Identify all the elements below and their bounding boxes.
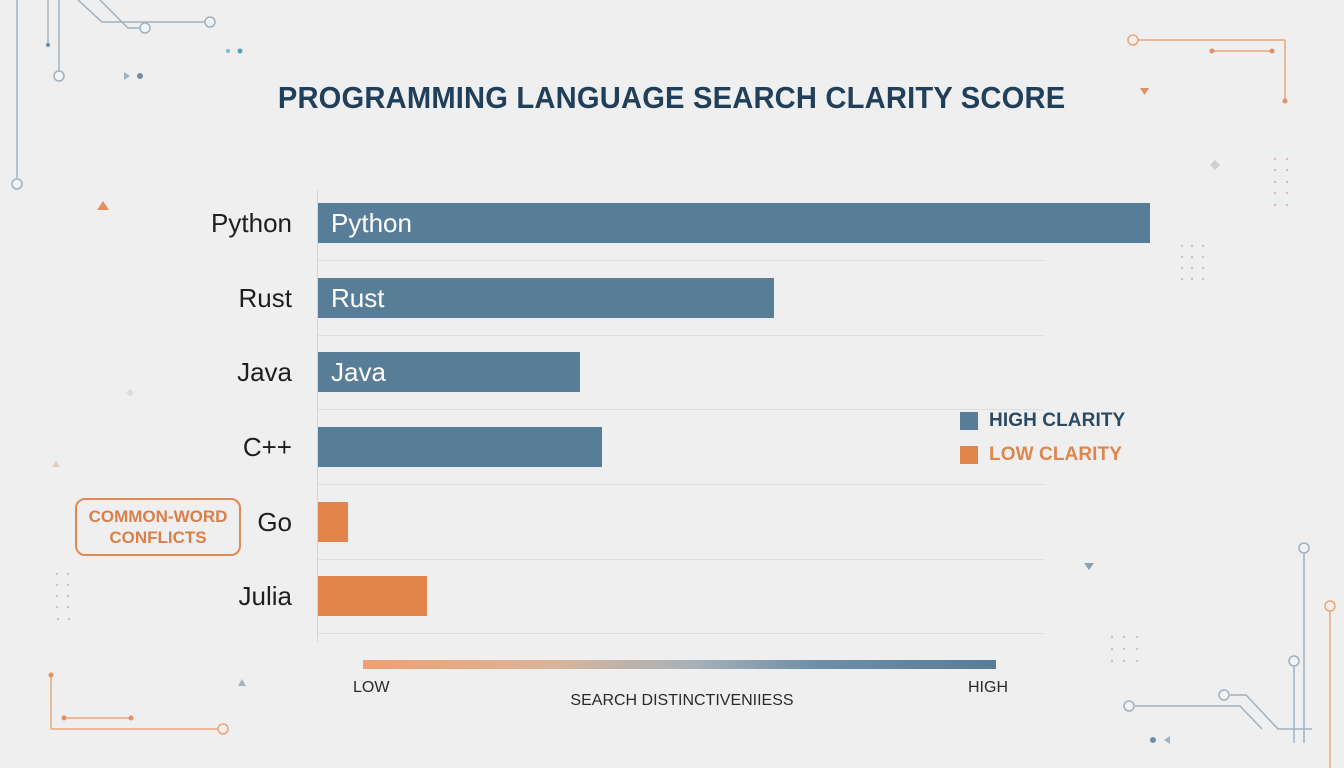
legend-item-low-clarity: LOW CLARITY (960, 444, 1122, 466)
bar-rust: Rust (318, 278, 774, 318)
common-word-conflicts-callout: COMMON-WORD CONFLICTS (75, 498, 241, 556)
callout-line-1: COMMON-WORD (88, 507, 228, 526)
bar-java: Java (318, 352, 580, 392)
legend-swatch-high (960, 412, 978, 430)
bar-julia (318, 576, 427, 616)
bar-inner-label: Python (331, 208, 412, 238)
category-label: Java (237, 357, 292, 387)
legend-item-high-clarity: HIGH CLARITY (960, 410, 1125, 432)
bar-python: Python (318, 203, 1150, 243)
distinctiveness-gradient-scale (363, 660, 996, 669)
gridline (318, 484, 1044, 485)
y-axis-line (317, 190, 318, 642)
category-label: Go (257, 507, 292, 537)
legend-label: HIGH CLARITY (989, 410, 1126, 431)
category-label: Julia (238, 581, 292, 611)
gridline (318, 409, 1044, 410)
gridline (318, 633, 1044, 634)
category-label: Python (211, 208, 292, 238)
legend-label: LOW CLARITY (989, 444, 1123, 465)
scale-high-label: HIGH (968, 679, 1008, 696)
category-label: Rust (238, 283, 292, 313)
category-label: C++ (242, 432, 292, 462)
gridline (318, 559, 1044, 560)
bar-cplus (318, 427, 602, 467)
gridline (318, 335, 1044, 336)
callout-line-2: CONFLICTS (109, 528, 207, 547)
chart-title: PROGRAMMING LANGUAGE SEARCH CLARITY SCOR… (277, 80, 1066, 115)
legend-swatch-low (960, 446, 978, 464)
bar-go (318, 502, 348, 542)
bar-inner-label: Rust (331, 283, 385, 313)
x-axis-title: SEARCH DISTINCTIVENIIESS (570, 692, 794, 709)
gridline (318, 260, 1044, 261)
scale-low-label: LOW (353, 679, 390, 696)
bar-inner-label: Java (331, 357, 386, 387)
